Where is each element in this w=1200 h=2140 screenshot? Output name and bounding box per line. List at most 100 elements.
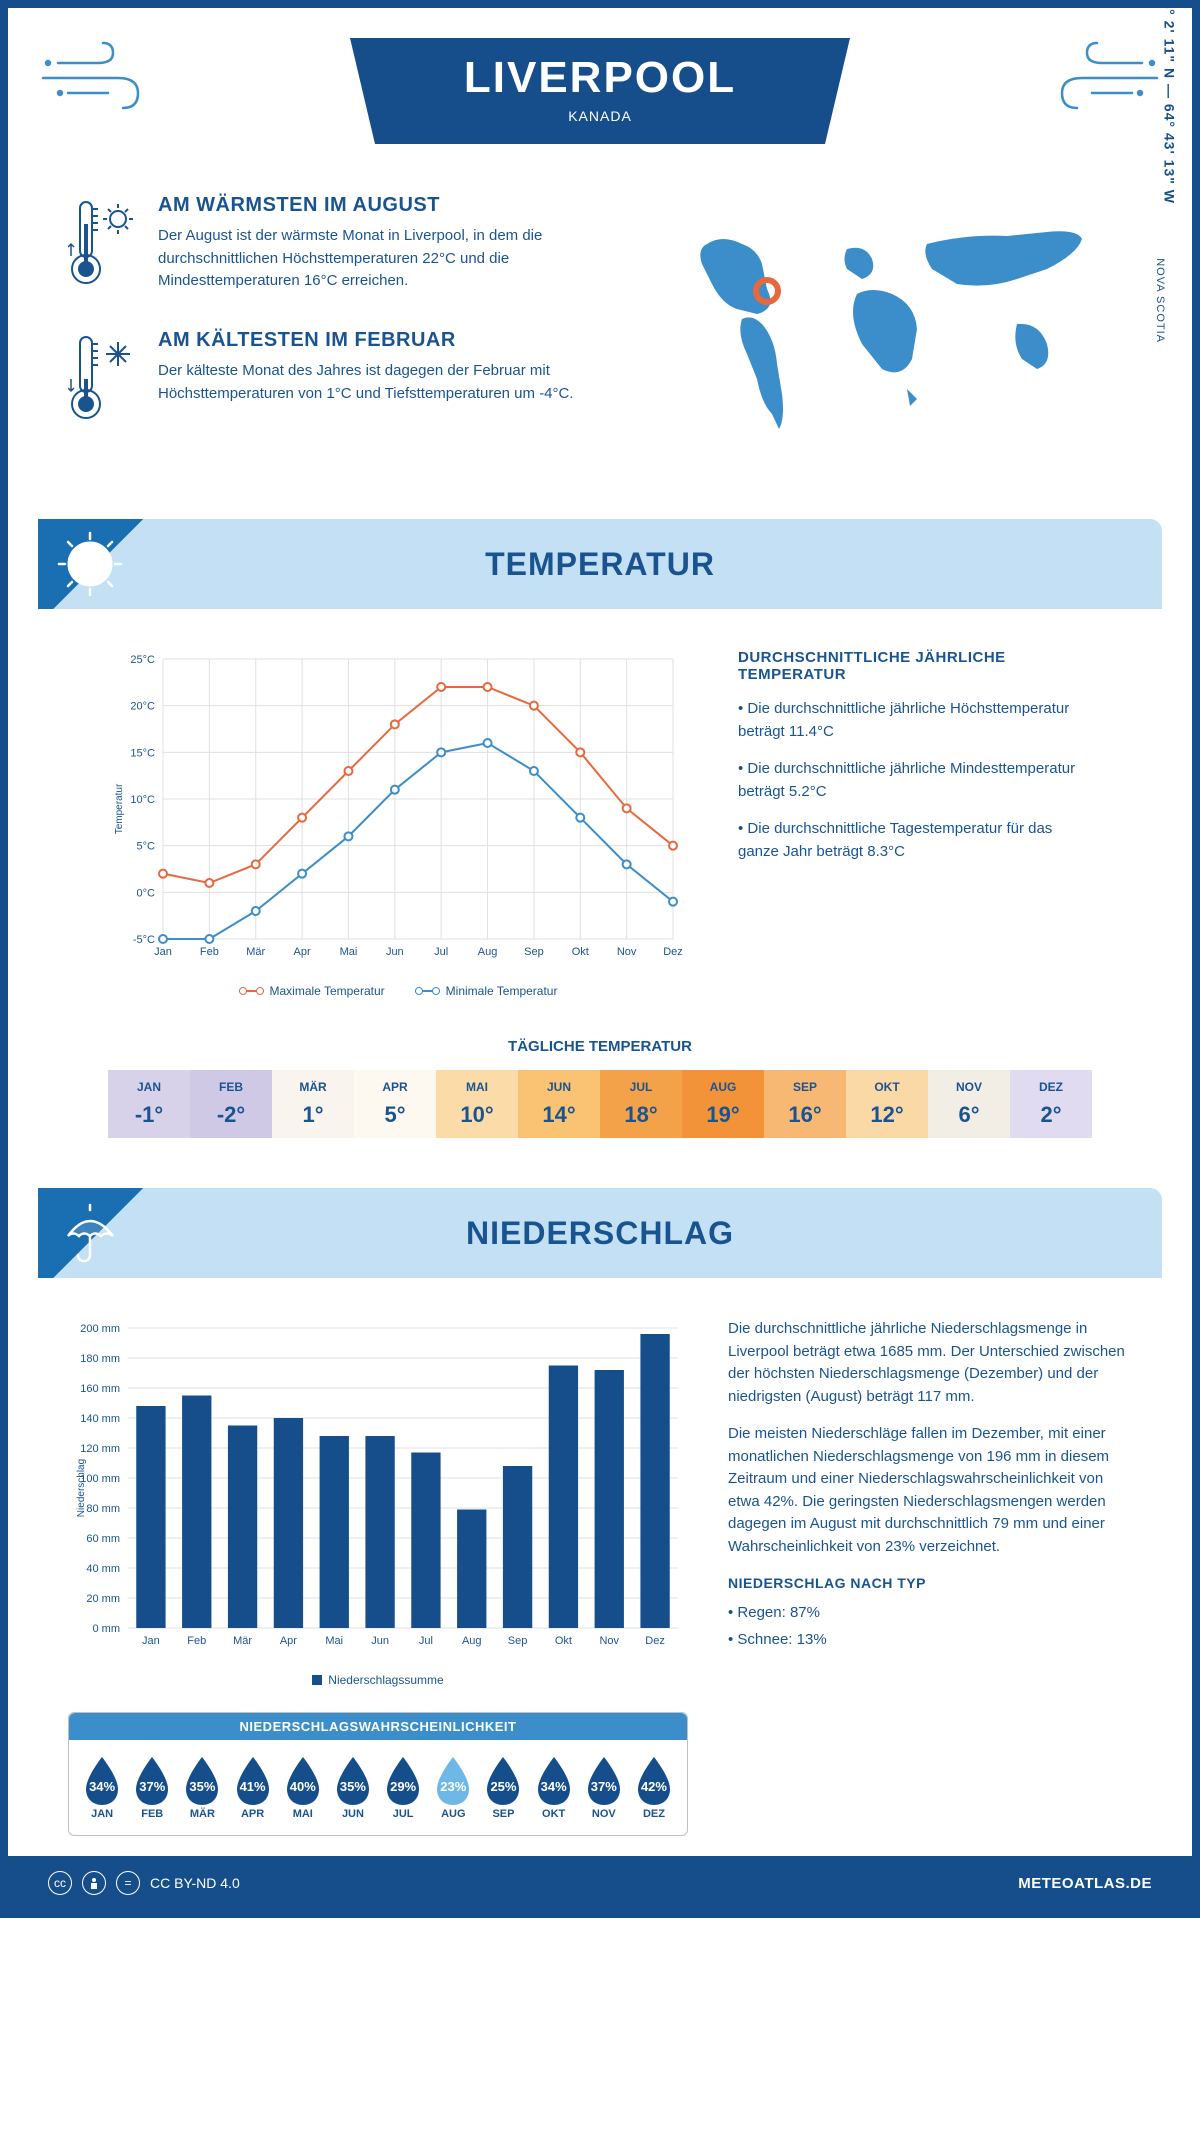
- svg-text:Okt: Okt: [572, 946, 589, 958]
- sun-icon: [38, 519, 158, 609]
- coldest-block: AM KÄLTESTEN IM FEBRUAR Der kälteste Mon…: [68, 329, 627, 434]
- summary-text-column: AM WÄRMSTEN IM AUGUST Der August ist der…: [68, 194, 627, 479]
- probability-drop: 37% FEB: [129, 1755, 175, 1820]
- svg-text:140 mm: 140 mm: [80, 1413, 120, 1425]
- svg-text:Jun: Jun: [386, 946, 404, 958]
- daily-temp-cell: JAN-1°: [108, 1070, 190, 1138]
- svg-text:Niederschlag: Niederschlag: [76, 1459, 87, 1517]
- coldest-body: Der kälteste Monat des Jahres ist dagege…: [158, 360, 627, 405]
- precip-text-2: Die meisten Niederschläge fallen im Deze…: [728, 1423, 1132, 1558]
- precipitation-legend: Niederschlagssumme: [68, 1673, 688, 1687]
- temperature-summary: DURCHSCHNITTLICHE JÄHRLICHE TEMPERATUR •…: [738, 649, 1092, 998]
- svg-text:Jan: Jan: [154, 946, 172, 958]
- daily-temp-cell: OKT12°: [846, 1070, 928, 1138]
- svg-text:Dez: Dez: [645, 1635, 665, 1647]
- wind-icon-right: [1032, 38, 1162, 133]
- precip-rain: • Regen: 87%: [728, 1602, 1132, 1625]
- legend-max: .legend-item:nth-child(1) .legend-line::…: [239, 984, 385, 998]
- daily-temp-cell: MÄR1°: [272, 1070, 354, 1138]
- precip-type-title: NIEDERSCHLAG NACH TYP: [728, 1573, 1132, 1594]
- footer: cc = CC BY-ND 4.0 METEOATLAS.DE: [8, 1856, 1192, 1910]
- svg-text:Apr: Apr: [280, 1635, 297, 1647]
- probability-drop: 35% JUN: [330, 1755, 376, 1820]
- svg-text:Mär: Mär: [246, 946, 265, 958]
- probability-drop: 40% MAI: [280, 1755, 326, 1820]
- svg-text:5°C: 5°C: [137, 841, 156, 853]
- daily-temp-cell: NOV6°: [928, 1070, 1010, 1138]
- svg-text:20°C: 20°C: [130, 701, 155, 713]
- svg-text:40 mm: 40 mm: [86, 1563, 120, 1575]
- probability-drop: 34% JAN: [79, 1755, 125, 1820]
- country-subtitle: KANADA: [450, 108, 750, 124]
- temp-bullet-1: • Die durchschnittliche jährliche Höchst…: [738, 698, 1092, 743]
- precip-snow: • Schnee: 13%: [728, 1629, 1132, 1652]
- svg-text:160 mm: 160 mm: [80, 1383, 120, 1395]
- coldest-title: AM KÄLTESTEN IM FEBRUAR: [158, 329, 627, 352]
- daily-temp-cell: JUL18°: [600, 1070, 682, 1138]
- daily-temp-cell: JUN14°: [518, 1070, 600, 1138]
- probability-row: 34% JAN 37% FEB 35% MÄR 41%: [69, 1740, 687, 1820]
- temp-bullet-3: • Die durchschnittliche Tagestemperatur …: [738, 818, 1092, 863]
- svg-text:Mai: Mai: [325, 1635, 343, 1647]
- svg-text:Aug: Aug: [478, 946, 498, 958]
- svg-text:180 mm: 180 mm: [80, 1353, 120, 1365]
- svg-text:Jul: Jul: [434, 946, 448, 958]
- warmest-body: Der August ist der wärmste Monat in Live…: [158, 225, 627, 293]
- thermometer-snow-icon: [68, 329, 138, 434]
- thermometer-sun-icon: [68, 194, 138, 299]
- precipitation-bar-chart: 0 mm20 mm40 mm60 mm80 mm100 mm120 mm140 …: [68, 1318, 688, 1658]
- brand: METEOATLAS.DE: [1018, 1875, 1152, 1892]
- warmest-title: AM WÄRMSTEN IM AUGUST: [158, 194, 627, 217]
- nd-icon: =: [116, 1871, 140, 1895]
- svg-text:Mär: Mär: [233, 1635, 252, 1647]
- world-map: 44° 2' 11" N — 64° 43' 13" W NOVA SCOTIA: [667, 194, 1132, 479]
- temperature-legend: .legend-item:nth-child(1) .legend-line::…: [108, 984, 688, 998]
- svg-text:Apr: Apr: [294, 946, 311, 958]
- svg-text:Mai: Mai: [340, 946, 358, 958]
- legend-bar: Niederschlagssumme: [312, 1673, 443, 1687]
- svg-text:20 mm: 20 mm: [86, 1593, 120, 1605]
- probability-box: NIEDERSCHLAGSWAHRSCHEINLICHKEIT 34% JAN …: [68, 1712, 688, 1836]
- probability-drop: 35% MÄR: [179, 1755, 225, 1820]
- city-title: LIVERPOOL: [450, 53, 750, 103]
- daily-temp-table: JAN-1°FEB-2°MÄR1°APR5°MAI10°JUN14°JUL18°…: [108, 1070, 1092, 1138]
- umbrella-icon: [38, 1188, 158, 1278]
- wind-icon-left: [38, 38, 168, 133]
- svg-text:Feb: Feb: [200, 946, 219, 958]
- svg-text:0 mm: 0 mm: [93, 1623, 121, 1635]
- svg-text:15°C: 15°C: [130, 747, 155, 759]
- warmest-text: AM WÄRMSTEN IM AUGUST Der August ist der…: [158, 194, 627, 299]
- svg-text:60 mm: 60 mm: [86, 1533, 120, 1545]
- daily-temp-cell: APR5°: [354, 1070, 436, 1138]
- svg-text:120 mm: 120 mm: [80, 1443, 120, 1455]
- probability-drop: 34% OKT: [531, 1755, 577, 1820]
- svg-text:Nov: Nov: [599, 1635, 619, 1647]
- svg-text:80 mm: 80 mm: [86, 1503, 120, 1515]
- svg-text:10°C: 10°C: [130, 794, 155, 806]
- svg-text:25°C: 25°C: [130, 654, 155, 666]
- probability-drop: 29% JUL: [380, 1755, 426, 1820]
- probability-drop: 25% SEP: [480, 1755, 526, 1820]
- page: LIVERPOOL KANADA: [0, 0, 1200, 1918]
- precipitation-charts: 0 mm20 mm40 mm60 mm80 mm100 mm120 mm140 …: [68, 1318, 688, 1836]
- daily-temp-title: TÄGLICHE TEMPERATUR: [108, 1038, 1092, 1055]
- cc-icon: cc: [48, 1871, 72, 1895]
- temperature-body: -5°C0°C5°C10°C15°C20°C25°CJanFebMärAprMa…: [8, 609, 1192, 1038]
- precipitation-body: 0 mm20 mm40 mm60 mm80 mm100 mm120 mm140 …: [8, 1278, 1192, 1856]
- svg-text:200 mm: 200 mm: [80, 1323, 120, 1335]
- precipitation-title: NIEDERSCHLAG: [38, 1215, 1162, 1252]
- coordinates: 44° 2' 11" N — 64° 43' 13" W: [1161, 0, 1177, 204]
- daily-temp-cell: MAI10°: [436, 1070, 518, 1138]
- summary-section: AM WÄRMSTEN IM AUGUST Der August ist der…: [8, 164, 1192, 519]
- svg-text:Jul: Jul: [419, 1635, 433, 1647]
- region-label: NOVA SCOTIA: [1154, 258, 1166, 343]
- probability-drop: 23% AUG: [430, 1755, 476, 1820]
- svg-text:Sep: Sep: [508, 1635, 528, 1647]
- temp-summary-title: DURCHSCHNITTLICHE JÄHRLICHE TEMPERATUR: [738, 649, 1092, 683]
- header: LIVERPOOL KANADA: [8, 8, 1192, 164]
- precipitation-section-header: NIEDERSCHLAG: [38, 1188, 1162, 1278]
- probability-title: NIEDERSCHLAGSWAHRSCHEINLICHKEIT: [69, 1713, 687, 1740]
- temperature-chart: -5°C0°C5°C10°C15°C20°C25°CJanFebMärAprMa…: [108, 649, 688, 998]
- probability-drop: 37% NOV: [581, 1755, 627, 1820]
- svg-text:Aug: Aug: [462, 1635, 482, 1647]
